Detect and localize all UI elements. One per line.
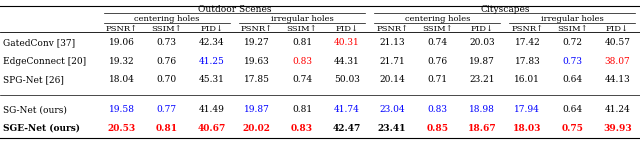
Text: Cityscapes: Cityscapes bbox=[480, 5, 529, 14]
Text: 18.67: 18.67 bbox=[468, 124, 497, 133]
Text: 0.74: 0.74 bbox=[292, 75, 312, 84]
Text: 0.81: 0.81 bbox=[156, 124, 178, 133]
Text: 0.81: 0.81 bbox=[292, 38, 312, 47]
Text: 23.41: 23.41 bbox=[378, 124, 406, 133]
Text: 50.03: 50.03 bbox=[334, 75, 360, 84]
Text: 0.72: 0.72 bbox=[563, 38, 582, 47]
Text: 0.73: 0.73 bbox=[157, 38, 177, 47]
Text: 17.83: 17.83 bbox=[515, 57, 540, 66]
Text: 40.31: 40.31 bbox=[334, 38, 360, 47]
Text: Outdoor Scenes: Outdoor Scenes bbox=[198, 5, 271, 14]
Text: 18.98: 18.98 bbox=[469, 105, 495, 114]
Text: 21.71: 21.71 bbox=[380, 57, 405, 66]
Text: 0.76: 0.76 bbox=[157, 57, 177, 66]
Text: 0.81: 0.81 bbox=[292, 105, 312, 114]
Text: 0.76: 0.76 bbox=[427, 57, 447, 66]
Text: 42.47: 42.47 bbox=[333, 124, 361, 133]
Text: 17.94: 17.94 bbox=[515, 105, 540, 114]
Text: 20.02: 20.02 bbox=[243, 124, 271, 133]
Text: 0.71: 0.71 bbox=[427, 75, 447, 84]
Text: 23.04: 23.04 bbox=[380, 105, 405, 114]
Text: SSIM↑: SSIM↑ bbox=[557, 25, 588, 32]
Text: 44.13: 44.13 bbox=[605, 75, 630, 84]
Text: 0.74: 0.74 bbox=[427, 38, 447, 47]
Text: 18.03: 18.03 bbox=[513, 124, 541, 133]
Text: 0.83: 0.83 bbox=[428, 105, 447, 114]
Text: 23.21: 23.21 bbox=[470, 75, 495, 84]
Text: 0.64: 0.64 bbox=[563, 75, 582, 84]
Text: PSNR↑: PSNR↑ bbox=[106, 25, 138, 32]
Text: 19.87: 19.87 bbox=[469, 57, 495, 66]
Text: 19.27: 19.27 bbox=[244, 38, 270, 47]
Text: FID↓: FID↓ bbox=[471, 25, 494, 32]
Text: 45.31: 45.31 bbox=[199, 75, 225, 84]
Text: 0.85: 0.85 bbox=[426, 124, 448, 133]
Text: 19.32: 19.32 bbox=[109, 57, 134, 66]
Text: EdgeConnect [20]: EdgeConnect [20] bbox=[3, 57, 86, 66]
Text: FID↓: FID↓ bbox=[200, 25, 223, 32]
Text: 39.93: 39.93 bbox=[603, 124, 632, 133]
Text: 41.25: 41.25 bbox=[199, 57, 225, 66]
Text: 17.42: 17.42 bbox=[515, 38, 540, 47]
Text: 41.74: 41.74 bbox=[334, 105, 360, 114]
Text: SSIM↑: SSIM↑ bbox=[287, 25, 317, 32]
Text: 19.58: 19.58 bbox=[109, 105, 135, 114]
Text: FID↓: FID↓ bbox=[335, 25, 358, 32]
Text: 20.14: 20.14 bbox=[380, 75, 405, 84]
Text: 0.83: 0.83 bbox=[292, 57, 312, 66]
Text: centering holes: centering holes bbox=[134, 15, 200, 23]
Text: 40.67: 40.67 bbox=[198, 124, 226, 133]
Text: SPG-Net [26]: SPG-Net [26] bbox=[3, 75, 64, 84]
Text: 38.07: 38.07 bbox=[605, 57, 630, 66]
Text: PSNR↑: PSNR↑ bbox=[241, 25, 273, 32]
Text: FID↓: FID↓ bbox=[606, 25, 629, 32]
Text: 20.03: 20.03 bbox=[470, 38, 495, 47]
Text: 0.77: 0.77 bbox=[157, 105, 177, 114]
Text: irregular holes: irregular holes bbox=[541, 15, 604, 23]
Text: 41.49: 41.49 bbox=[199, 105, 225, 114]
Text: PSNR↑: PSNR↑ bbox=[376, 25, 408, 32]
Text: 0.70: 0.70 bbox=[157, 75, 177, 84]
Text: GatedConv [37]: GatedConv [37] bbox=[3, 38, 76, 47]
Text: irregular holes: irregular holes bbox=[271, 15, 333, 23]
Text: 0.64: 0.64 bbox=[563, 105, 582, 114]
Text: 16.01: 16.01 bbox=[515, 75, 540, 84]
Text: 42.34: 42.34 bbox=[199, 38, 225, 47]
Text: 44.31: 44.31 bbox=[334, 57, 360, 66]
Text: SGE-Net (ours): SGE-Net (ours) bbox=[3, 124, 80, 133]
Text: 20.53: 20.53 bbox=[108, 124, 136, 133]
Text: 19.06: 19.06 bbox=[109, 38, 134, 47]
Text: 0.83: 0.83 bbox=[291, 124, 313, 133]
Text: 19.87: 19.87 bbox=[244, 105, 270, 114]
Text: PSNR↑: PSNR↑ bbox=[511, 25, 543, 32]
Text: SSIM↑: SSIM↑ bbox=[422, 25, 452, 32]
Text: 0.75: 0.75 bbox=[561, 124, 583, 133]
Text: 0.73: 0.73 bbox=[563, 57, 582, 66]
Text: 18.04: 18.04 bbox=[109, 75, 134, 84]
Text: 19.63: 19.63 bbox=[244, 57, 270, 66]
Text: 40.57: 40.57 bbox=[604, 38, 630, 47]
Text: centering holes: centering holes bbox=[404, 15, 470, 23]
Text: 17.85: 17.85 bbox=[244, 75, 270, 84]
Text: SSIM↑: SSIM↑ bbox=[152, 25, 182, 32]
Text: SG-Net (ours): SG-Net (ours) bbox=[3, 105, 67, 114]
Text: 41.24: 41.24 bbox=[605, 105, 630, 114]
Text: 21.13: 21.13 bbox=[380, 38, 405, 47]
